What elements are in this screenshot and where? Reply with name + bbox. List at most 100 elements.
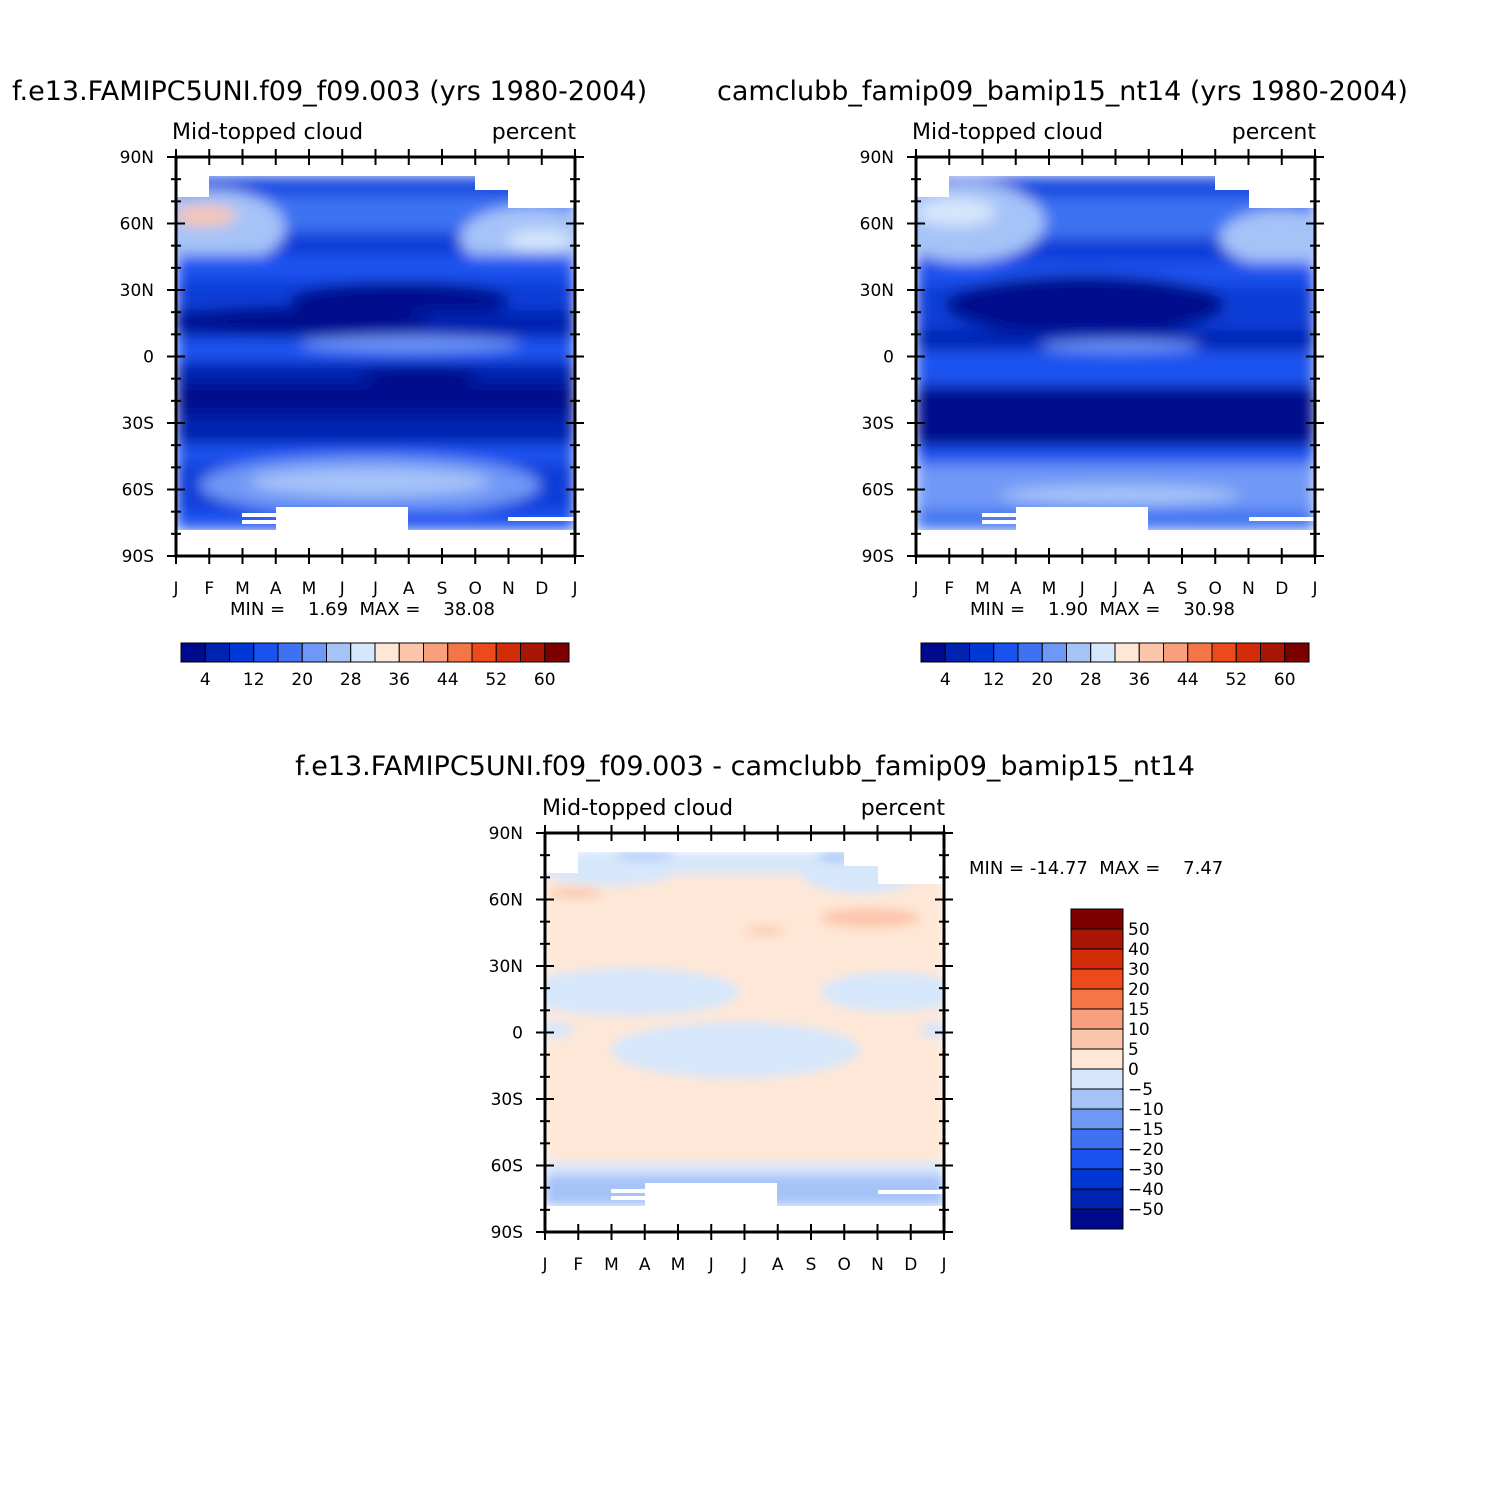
y-tick-label: 90N <box>860 148 894 168</box>
x-tick-label: D <box>535 579 548 599</box>
colorbar-swatch <box>1070 1188 1124 1210</box>
colorbar-swatch <box>544 642 570 663</box>
x-tick-label: M <box>604 1255 619 1275</box>
panel-1-stats: MIN = 1.69 MAX = 38.08 <box>230 599 495 620</box>
x-tick-label: F <box>204 579 214 599</box>
colorbar-swatch <box>180 642 206 663</box>
colorbar-swatch <box>1163 642 1189 663</box>
x-tick-label: M <box>975 579 990 599</box>
x-tick-label: F <box>573 1255 583 1275</box>
colorbar-swatch <box>1070 1148 1124 1170</box>
colorbar-label: 20 <box>291 670 313 690</box>
y-tick-label: 0 <box>883 348 894 368</box>
colorbar-label: 20 <box>1128 980 1150 1000</box>
y-tick-label: 30S <box>862 414 894 434</box>
panel-2-frame <box>907 149 1324 564</box>
colorbar-label: −15 <box>1128 1120 1164 1140</box>
panel-2-subtitle-right: percent <box>1232 120 1317 145</box>
colorbar-label: −40 <box>1128 1180 1164 1200</box>
x-tick-label: A <box>403 579 415 599</box>
colorbar-swatch <box>1070 948 1124 970</box>
colorbar-swatch <box>1070 988 1124 1010</box>
panel-2-colorbar: 4 12 20 28 36 44 52 60 <box>920 642 1310 690</box>
panel-2-stats: MIN = 1.90 MAX = 30.98 <box>970 599 1235 620</box>
colorbar-swatch <box>1070 1128 1124 1150</box>
colorbar-label: 0 <box>1128 1060 1139 1080</box>
y-tick-label: 60N <box>489 891 523 911</box>
x-tick-label: N <box>1242 579 1255 599</box>
colorbar-swatch <box>944 642 970 663</box>
panel-1-subtitle-right: percent <box>492 120 577 145</box>
colorbar-swatch <box>1070 1068 1124 1090</box>
y-tick-label: 0 <box>512 1024 523 1044</box>
x-tick-label: S <box>1177 579 1188 599</box>
colorbar-swatch <box>495 642 521 663</box>
colorbar-label: 12 <box>243 670 265 690</box>
colorbar-swatch <box>1211 642 1237 663</box>
colorbar-swatch <box>301 642 327 663</box>
x-tick-label: J <box>940 1255 946 1275</box>
x-tick-label: O <box>838 1255 851 1275</box>
colorbar-label: 36 <box>388 670 410 690</box>
colorbar-label: 4 <box>200 670 211 690</box>
panel-3: f.e13.FAMIPC5UNI.f09_f09.003 - camclubb_… <box>295 751 1223 1275</box>
x-tick-label: M <box>671 1255 686 1275</box>
panel-1-colorbar: 4 12 20 28 36 44 52 60 <box>180 642 570 690</box>
panel-1-frame <box>167 149 584 564</box>
y-tick-label: 60N <box>860 215 894 235</box>
colorbar-swatch <box>423 642 449 663</box>
colorbar-swatch <box>1070 968 1124 990</box>
colorbar-swatch <box>969 642 995 663</box>
x-tick-label: J <box>172 579 178 599</box>
panel-3-y-ticks: 90N 60N 30N 0 30S 60S 90S <box>489 824 523 1243</box>
colorbar-swatch <box>447 642 473 663</box>
x-tick-label: A <box>270 579 282 599</box>
y-tick-label: 30S <box>491 1090 523 1110</box>
panel-2: camclubb_famip09_bamip15_nt14 (yrs 1980-… <box>717 76 1408 690</box>
panel-2-subtitle-left: Mid-topped cloud <box>912 120 1103 145</box>
x-tick-label: A <box>1010 579 1022 599</box>
x-tick-label: A <box>1143 579 1155 599</box>
colorbar-swatch <box>1187 642 1213 663</box>
panel-3-subtitle-left: Mid-topped cloud <box>542 796 733 821</box>
x-tick-label: J <box>741 1255 747 1275</box>
panel-3-field <box>545 833 944 1232</box>
colorbar-swatch <box>1070 908 1124 930</box>
y-tick-label: 90N <box>489 824 523 844</box>
colorbar-swatch <box>1070 1108 1124 1130</box>
y-tick-label: 30N <box>120 281 154 301</box>
x-tick-label: A <box>772 1255 784 1275</box>
x-tick-label: O <box>469 579 482 599</box>
colorbar-label: 28 <box>340 670 362 690</box>
colorbar-swatch <box>1284 642 1310 663</box>
x-tick-label: F <box>944 579 954 599</box>
colorbar-swatch <box>374 642 400 663</box>
colorbar-label: 36 <box>1128 670 1150 690</box>
colorbar-label: 4 <box>940 670 951 690</box>
colorbar-label: 10 <box>1128 1020 1150 1040</box>
panel-2-title: camclubb_famip09_bamip15_nt14 (yrs 1980-… <box>717 76 1408 107</box>
colorbar-swatch <box>253 642 279 663</box>
x-tick-label: O <box>1209 579 1222 599</box>
colorbar-label: 5 <box>1128 1040 1139 1060</box>
y-tick-label: 60N <box>120 215 154 235</box>
panel-1-field <box>176 157 575 556</box>
colorbar-label: 30 <box>1128 960 1150 980</box>
colorbar-swatch <box>398 642 424 663</box>
panel-3-stats: MIN = -14.77 MAX = 7.47 <box>969 858 1223 879</box>
colorbar-swatch <box>1260 642 1286 663</box>
colorbar-swatch <box>1070 1028 1124 1050</box>
x-tick-label: N <box>871 1255 884 1275</box>
panel-1-title: f.e13.FAMIPC5UNI.f09_f09.003 (yrs 1980-2… <box>12 76 647 107</box>
colorbar-label: −10 <box>1128 1100 1164 1120</box>
panel-1-subtitle-left: Mid-topped cloud <box>172 120 363 145</box>
x-tick-label: J <box>372 579 378 599</box>
x-tick-label: S <box>437 579 448 599</box>
y-tick-label: 90S <box>122 547 154 567</box>
colorbar-swatch <box>277 642 303 663</box>
colorbar-swatch <box>1070 1088 1124 1110</box>
